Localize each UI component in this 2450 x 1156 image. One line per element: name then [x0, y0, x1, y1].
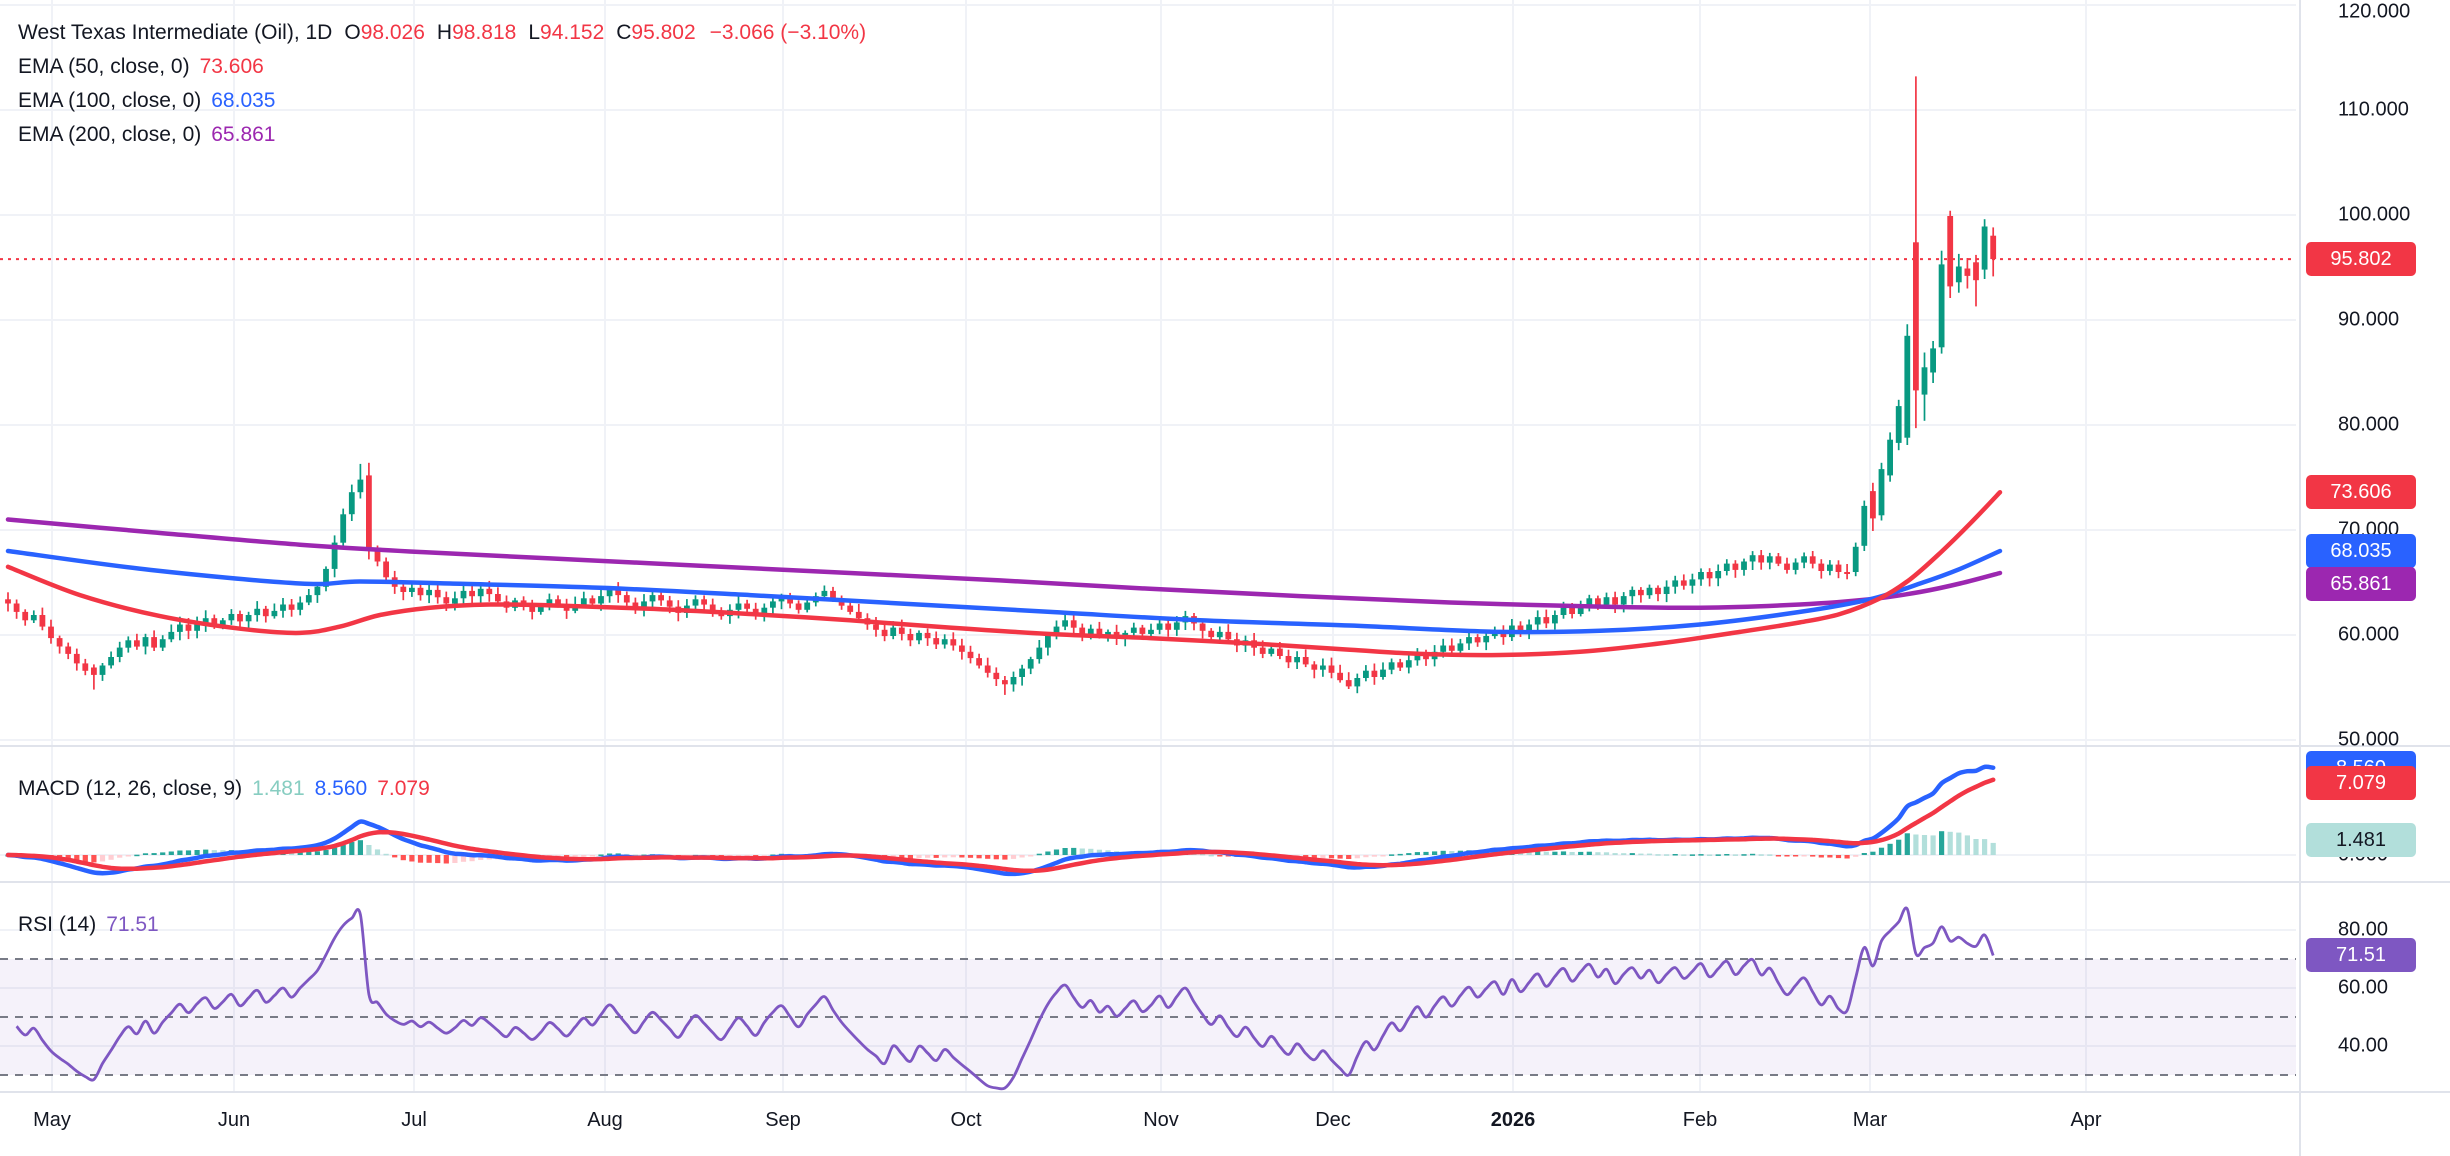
time-axis-label-Jun: Jun	[217, 1109, 251, 1131]
macd-hist-value: 1.481	[252, 777, 305, 800]
macd-signal-line	[5, 777, 1996, 874]
price-axis-label: 120.000	[2338, 0, 2411, 23]
rsi-axis-label: 40.00	[2338, 1034, 2389, 1057]
time-axis-label-2026: 2026	[1490, 1109, 1536, 1131]
rsi-axis-label: 60.00	[2338, 976, 2389, 999]
ema50-line	[5, 489, 2003, 658]
ema100-label: EMA (100, close, 0)	[18, 89, 202, 112]
change-value: −3.066 (−3.10%)	[709, 21, 867, 44]
time-axis-label-Mar: Mar	[1852, 1109, 1888, 1131]
ema50-legend[interactable]: EMA (50, close, 0) 73.606	[18, 50, 264, 84]
time-axis-label-Feb: Feb	[1682, 1109, 1718, 1131]
price-tag-73.606: 73.606	[2306, 475, 2416, 510]
price-axis-label: 90.000	[2338, 308, 2400, 331]
ema100-legend[interactable]: EMA (100, close, 0) 68.035	[18, 84, 275, 118]
price-axis-label: 50.000	[2338, 728, 2400, 751]
ema50-label: EMA (50, close, 0)	[18, 55, 190, 78]
ema200-line	[5, 517, 2003, 611]
price-tag-71.51: 71.51	[2306, 937, 2416, 972]
time-axis-label-Nov: Nov	[1143, 1109, 1179, 1131]
price-tag-95.802: 95.802	[2306, 242, 2416, 277]
price-axis-label: 110.000	[2338, 98, 2409, 121]
time-axis-label-Oct: Oct	[950, 1109, 982, 1131]
symbol-legend[interactable]: West Texas Intermediate (Oil), 1D O98.026…	[18, 16, 866, 50]
ema200-label: EMA (200, close, 0)	[18, 123, 202, 146]
time-axis-label-Dec: Dec	[1315, 1109, 1351, 1131]
price-tag-1.481: 1.481	[2306, 822, 2416, 857]
open-value: 98.026	[360, 21, 425, 44]
ema200-value: 65.861	[211, 123, 276, 146]
close-label: C	[616, 21, 632, 44]
price-axis-label: 100.000	[2338, 203, 2411, 226]
time-axis-label-Sep: Sep	[765, 1109, 801, 1131]
gridlines	[0, 0, 2296, 1092]
symbol-title: West Texas Intermediate (Oil), 1D	[18, 21, 333, 44]
rsi-label: RSI (14)	[18, 913, 97, 936]
macd-label: MACD (12, 26, close, 9)	[18, 777, 243, 800]
ema50-value: 73.606	[199, 55, 264, 78]
time-axis-label-Jul: Jul	[401, 1109, 427, 1131]
low-label: L	[528, 21, 541, 44]
rsi-axis-label: 80.00	[2338, 918, 2389, 941]
ema200-legend[interactable]: EMA (200, close, 0) 65.861	[18, 118, 275, 152]
time-axis-label-Apr: Apr	[2070, 1109, 2102, 1131]
price-tag-68.035: 68.035	[2306, 533, 2416, 568]
ema100-value: 68.035	[211, 89, 276, 112]
rsi-value: 71.51	[106, 913, 159, 936]
price-axis-label: 80.000	[2338, 413, 2400, 436]
ema100-line	[5, 548, 2003, 635]
macd-line-value: 8.560	[314, 777, 368, 800]
candles	[5, 76, 1997, 695]
high-value: 98.818	[452, 21, 517, 44]
price-tag-65.861: 65.861	[2306, 567, 2416, 601]
rsi-legend[interactable]: RSI (14) 71.51	[18, 908, 159, 942]
macd-legend[interactable]: MACD (12, 26, close, 9) 1.481 8.560 7.079	[18, 772, 430, 806]
time-axis-label-May: May	[33, 1109, 71, 1131]
macd-signal-value: 7.079	[377, 777, 430, 800]
price-axis-label: 60.000	[2338, 623, 2400, 646]
time-axis-label-Aug: Aug	[587, 1109, 623, 1131]
low-value: 94.152	[540, 21, 605, 44]
rsi-line	[15, 906, 1995, 1091]
high-label: H	[436, 21, 453, 44]
price-tag-7.079: 7.079	[2306, 765, 2416, 800]
open-label: O	[344, 21, 361, 44]
close-value: 95.802	[631, 21, 696, 44]
